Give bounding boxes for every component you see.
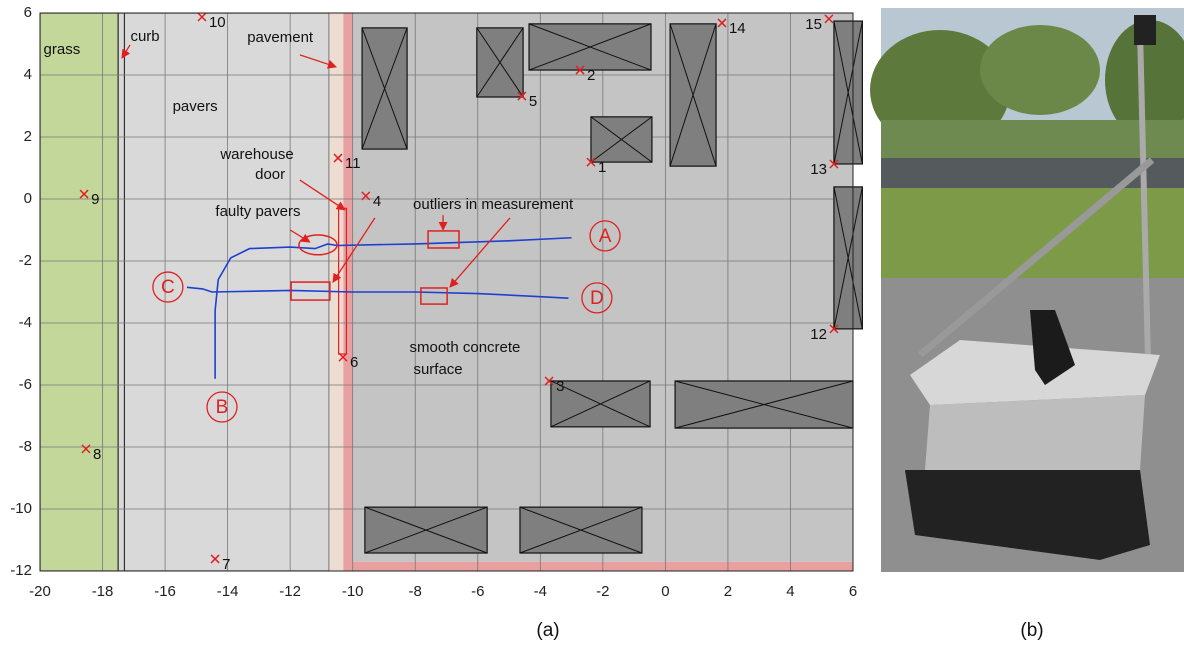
panel-label: (b) (1020, 620, 1043, 641)
x-tick-label: -6 (471, 583, 484, 600)
tree (980, 25, 1100, 115)
annotation: warehouse (219, 146, 293, 163)
figure: 123456789101112131415grasscurbpaverspave… (0, 0, 1184, 646)
landmark-label: 3 (556, 378, 564, 395)
annotation: curb (130, 28, 159, 45)
landmark-label: 7 (222, 556, 230, 573)
callout-label: B (216, 397, 229, 418)
x-tick-label: -10 (342, 583, 364, 600)
y-tick-label: 2 (24, 128, 32, 145)
annotation: smooth concrete (410, 339, 521, 356)
landmark-label: 6 (350, 354, 358, 371)
landmark-label: 2 (587, 67, 595, 84)
y-tick-label: -4 (19, 314, 32, 331)
y-tick-label: 0 (24, 190, 32, 207)
y-tick-label: 4 (24, 66, 32, 83)
panel-label: (a) (536, 620, 559, 641)
landmark-label: 10 (209, 14, 226, 31)
annotation: faulty pavers (215, 203, 300, 220)
annotation: outliers in measurement (413, 196, 574, 213)
annotation: pavers (173, 98, 218, 115)
landmark-label: 15 (805, 16, 822, 33)
landmark-label: 5 (529, 93, 537, 110)
robot-photo (870, 8, 1184, 572)
landmark-label: 1 (598, 159, 606, 176)
x-tick-label: -12 (279, 583, 301, 600)
y-tick-label: 6 (24, 4, 32, 21)
x-tick-label: -2 (596, 583, 609, 600)
y-tick-label: -12 (10, 562, 32, 579)
landmark-label: 9 (91, 191, 99, 208)
x-tick-label: -16 (154, 583, 176, 600)
x-tick-label: -18 (92, 583, 114, 600)
x-tick-label: -20 (29, 583, 51, 600)
y-tick-label: -2 (19, 252, 32, 269)
x-tick-label: 2 (724, 583, 732, 600)
callout-label: C (161, 277, 175, 298)
x-tick-label: -8 (409, 583, 422, 600)
annotation: grass (44, 41, 81, 58)
annotation: door (255, 166, 285, 183)
annotation: surface (413, 361, 462, 378)
y-tick-label: -8 (19, 438, 32, 455)
x-tick-label: 0 (661, 583, 669, 600)
landmark-label: 14 (729, 20, 746, 37)
x-tick-label: -4 (534, 583, 547, 600)
landmark-label: 13 (810, 161, 827, 178)
y-tick-label: -6 (19, 376, 32, 393)
lidar (1134, 15, 1156, 45)
callout-label: D (590, 288, 604, 309)
landmark-label: 11 (345, 155, 361, 172)
landmark-label: 8 (93, 446, 101, 463)
robot-body (925, 395, 1145, 470)
y-tick-label: -10 (10, 500, 32, 517)
annotation: pavement (247, 29, 314, 46)
callout-label: A (599, 226, 612, 247)
x-tick-label: 6 (849, 583, 857, 600)
region (118, 13, 124, 571)
region (40, 13, 118, 571)
x-tick-label: -14 (217, 583, 239, 600)
landmark-label: 12 (810, 326, 827, 343)
bushes (881, 120, 1184, 160)
x-tick-label: 4 (786, 583, 794, 600)
landmark-label: 4 (373, 193, 381, 210)
